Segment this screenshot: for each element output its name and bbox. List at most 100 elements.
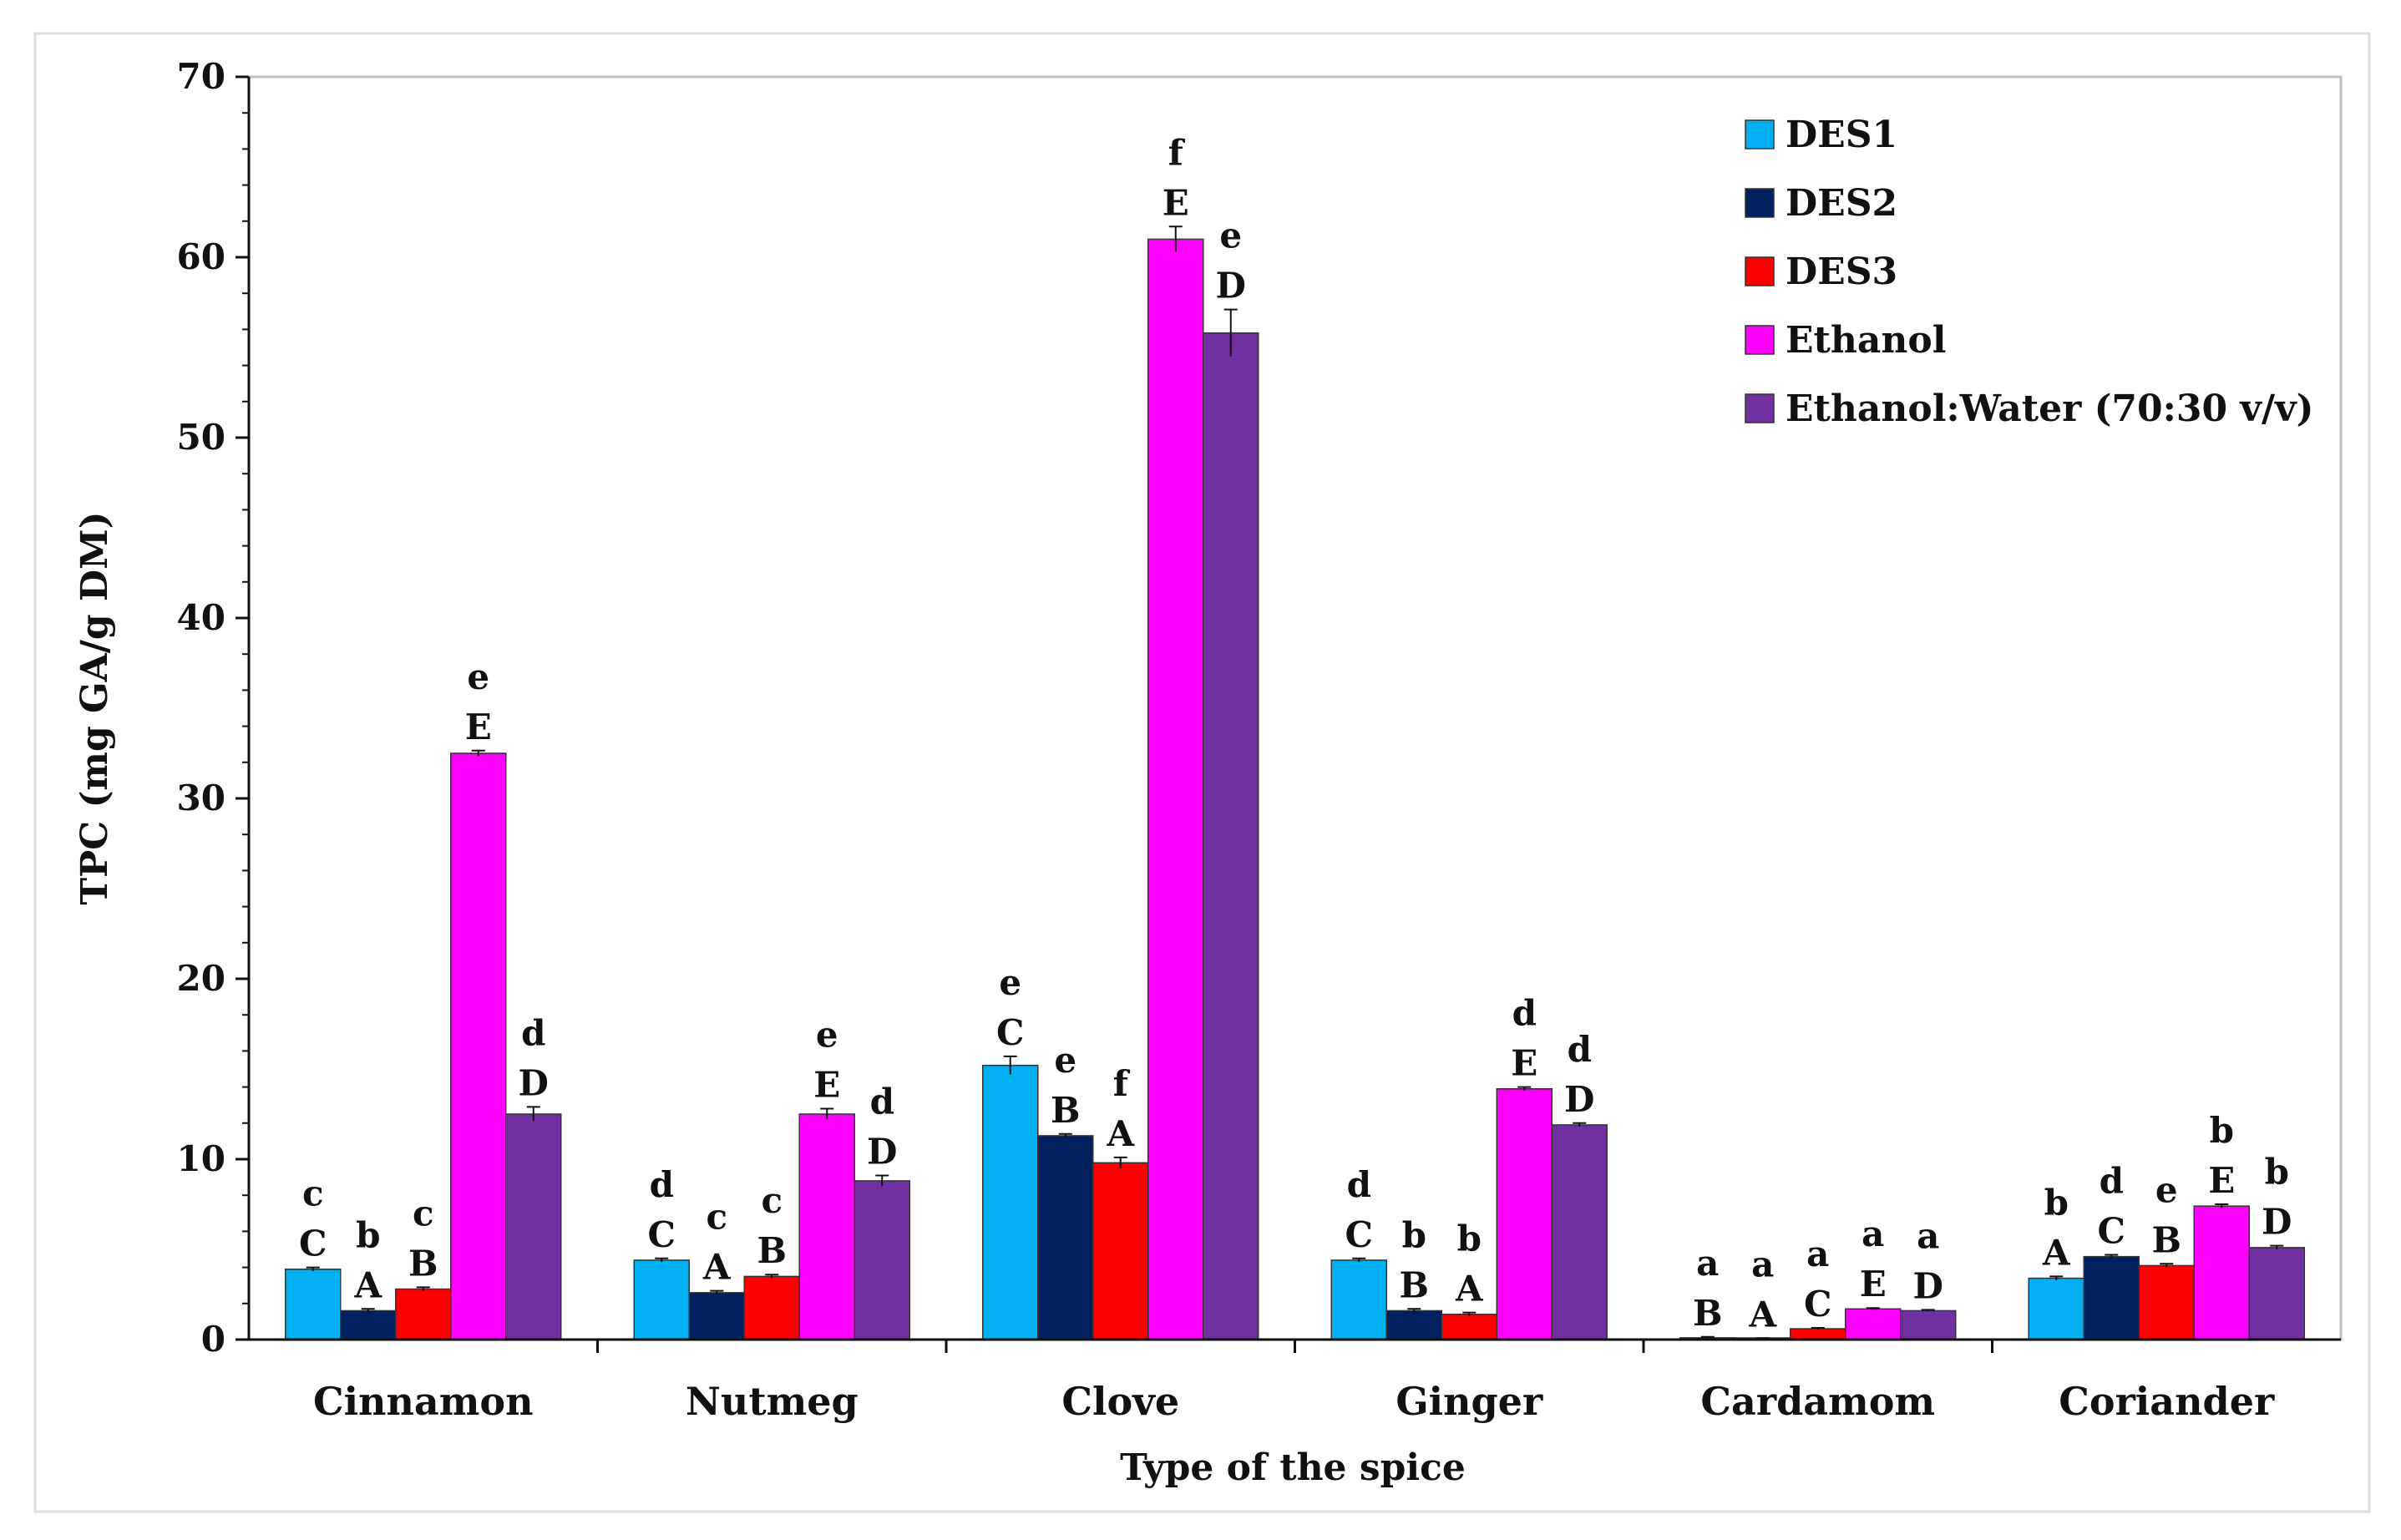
bar <box>1385 1310 1442 1340</box>
bar-label-lowercase: e <box>2155 1169 2178 1210</box>
bar-label-uppercase: D <box>867 1131 897 1172</box>
bar-label-uppercase: A <box>2042 1232 2071 1273</box>
bar <box>2248 1247 2305 1340</box>
bar-label-uppercase: E <box>1163 182 1189 223</box>
bar-label-lowercase: d <box>870 1081 894 1122</box>
bar-label-lowercase: c <box>761 1180 783 1221</box>
legend-label: Ethanol <box>1786 319 1946 362</box>
x-category-label: Clove <box>1061 1379 1179 1424</box>
bar <box>395 1288 452 1340</box>
y-tick-label: 20 <box>177 958 225 999</box>
bar <box>1203 332 1259 1340</box>
bar <box>743 1275 800 1340</box>
bar-label-lowercase: d <box>1347 1164 1371 1205</box>
bar-label-lowercase: f <box>1113 1063 1131 1104</box>
bar-label-lowercase: b <box>2265 1152 2289 1193</box>
bar-label-uppercase: C <box>648 1214 676 1255</box>
bar-label-uppercase: A <box>1455 1269 1484 1310</box>
bar <box>1845 1308 1902 1340</box>
bar-label-uppercase: E <box>1511 1043 1537 1084</box>
bar <box>1900 1310 1957 1340</box>
bar-label-uppercase: D <box>1913 1265 1943 1306</box>
bar-label-lowercase: c <box>706 1197 727 1238</box>
bar-label-lowercase: a <box>1751 1244 1774 1284</box>
y-tick-label: 50 <box>177 417 225 458</box>
bar <box>854 1180 910 1340</box>
bar <box>1441 1314 1497 1340</box>
bar-label-lowercase: d <box>2100 1160 2124 1201</box>
bar <box>1092 1162 1149 1340</box>
bar <box>1330 1259 1387 1340</box>
legend-swatch <box>1745 119 1775 149</box>
bar-label-uppercase: C <box>996 1012 1024 1053</box>
bar-label-uppercase: B <box>1400 1264 1430 1305</box>
bar-label-uppercase: B <box>1051 1090 1081 1131</box>
bar-label-uppercase: D <box>2262 1202 2292 1243</box>
bar-label-lowercase: c <box>302 1173 324 1214</box>
x-category-label: Nutmeg <box>686 1379 859 1424</box>
bar <box>1147 238 1204 1340</box>
legend: DES1 DES2 DES3 Ethanol Ethanol:Water (70:30 … <box>1745 114 2313 430</box>
x-category-label: Cardamom <box>1700 1379 1935 1424</box>
legend-swatch <box>1745 325 1775 355</box>
bar-label-uppercase: E <box>813 1065 840 1106</box>
bar-label-lowercase: e <box>1054 1040 1076 1081</box>
bar-label-lowercase: a <box>1806 1234 1829 1274</box>
bar <box>688 1292 745 1340</box>
bar-label-lowercase: d <box>650 1164 674 1205</box>
bar <box>1037 1135 1094 1340</box>
bar-label-uppercase: D <box>1564 1079 1594 1120</box>
bar-label-lowercase: e <box>999 962 1021 1003</box>
bar <box>505 1113 562 1340</box>
bar <box>1790 1328 1846 1340</box>
legend-swatch <box>1745 188 1775 218</box>
bar-label-uppercase: D <box>1216 266 1246 306</box>
bar <box>633 1259 690 1340</box>
x-category-label: Coriander <box>2059 1379 2275 1424</box>
bar-label-uppercase: E <box>2208 1160 2235 1201</box>
bar <box>340 1310 397 1340</box>
bar <box>1496 1088 1553 1340</box>
bar-label-uppercase: A <box>702 1247 732 1288</box>
bar-label-uppercase: B <box>1693 1293 1723 1334</box>
bar <box>2083 1255 2140 1340</box>
bar-label-uppercase: D <box>519 1062 549 1103</box>
legend-label: Ethanol:Water (70:30 v/v) <box>1786 388 2313 430</box>
bar-label-lowercase: a <box>1917 1215 1939 1256</box>
bar-label-uppercase: C <box>1345 1214 1373 1255</box>
y-tick-label: 30 <box>177 778 225 818</box>
x-category-label: Ginger <box>1396 1379 1543 1424</box>
x-axis-title: Type of the spice <box>1120 1446 1466 1489</box>
bar <box>982 1064 1039 1340</box>
bar-label-lowercase: a <box>1862 1213 1884 1254</box>
bar <box>2028 1277 2084 1340</box>
bar-label-lowercase: b <box>1457 1218 1482 1259</box>
y-tick-label: 60 <box>177 236 225 277</box>
legend-label: DES3 <box>1786 251 1897 293</box>
bar-label-lowercase: d <box>521 1012 545 1053</box>
bar-label-uppercase: B <box>408 1243 438 1284</box>
legend-label: DES1 <box>1786 114 1897 156</box>
y-tick-label: 10 <box>177 1138 225 1179</box>
legend-swatch <box>1745 256 1775 286</box>
y-axis-title: TPC (mg GA/g DM) <box>73 511 116 904</box>
y-tick-label: 70 <box>177 56 225 97</box>
bar-label-lowercase: b <box>2210 1110 2234 1151</box>
bar-label-lowercase: a <box>1696 1243 1719 1284</box>
bar-label-lowercase: c <box>413 1193 434 1234</box>
bar-label-uppercase: C <box>2098 1210 2125 1251</box>
bar-label-uppercase: B <box>757 1230 788 1271</box>
bar-label-uppercase: E <box>1860 1264 1887 1304</box>
bar-label-uppercase: C <box>299 1223 327 1264</box>
bar-label-uppercase: A <box>353 1264 382 1305</box>
bar <box>798 1113 855 1340</box>
bar-label-uppercase: A <box>1106 1113 1135 1154</box>
bar-label-lowercase: d <box>1568 1029 1592 1070</box>
figure-border <box>33 32 2371 1513</box>
legend-label: DES2 <box>1786 182 1897 225</box>
bar-label-lowercase: e <box>1219 215 1242 256</box>
plot-area-frame <box>247 75 2343 1341</box>
bar-label-lowercase: b <box>356 1214 380 1255</box>
bar <box>2138 1264 2195 1340</box>
x-category-label: Cinnamon <box>313 1379 534 1424</box>
